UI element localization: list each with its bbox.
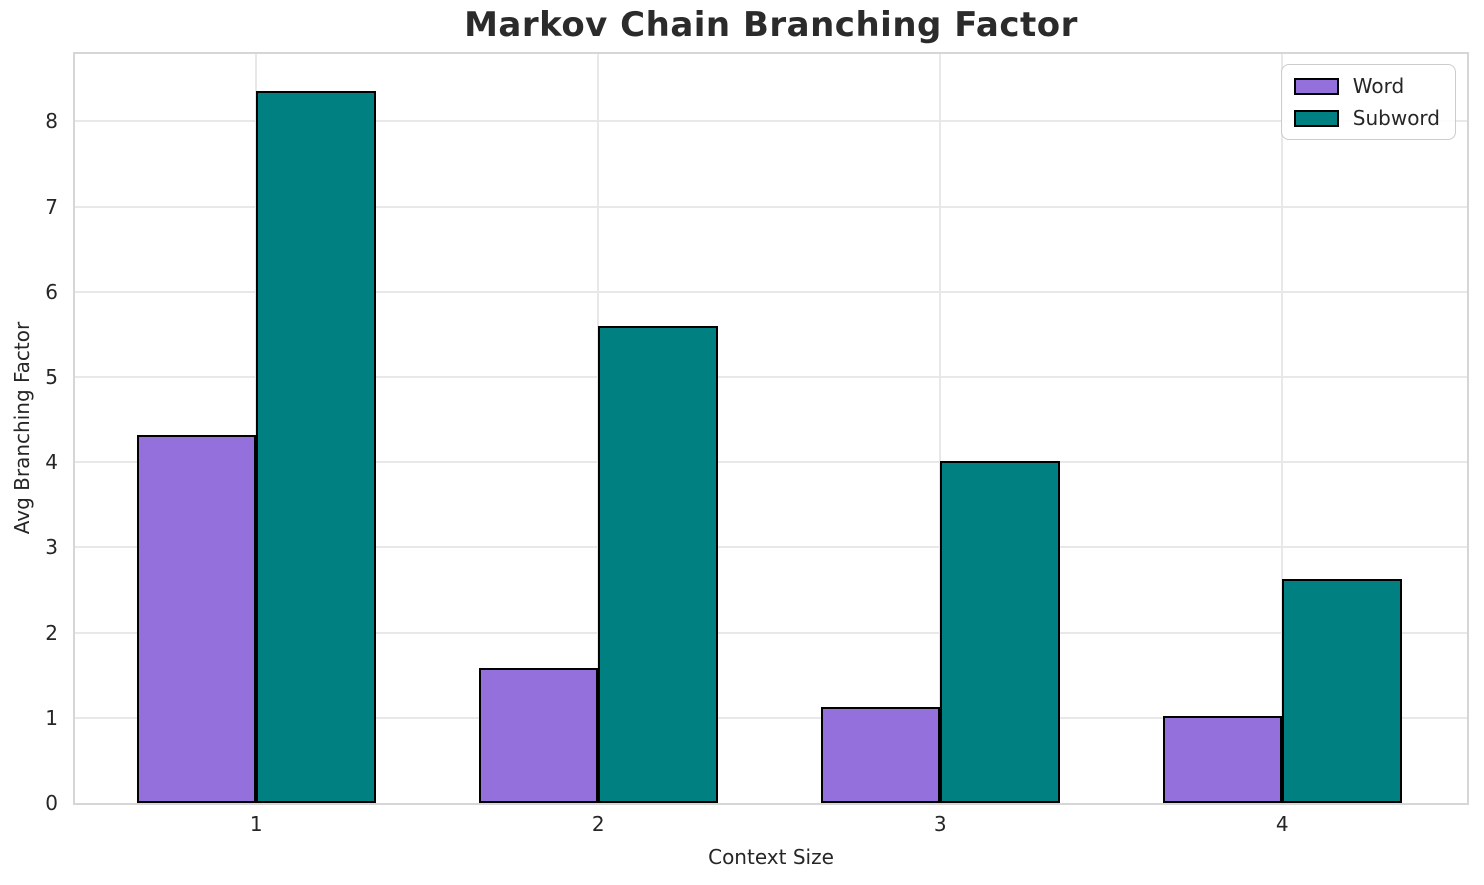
- y-tick-label-8: 8: [45, 109, 58, 134]
- gridline-horizontal-4: [75, 461, 1467, 464]
- gridline-horizontal-5: [75, 375, 1467, 378]
- bar-subword-4: [1282, 578, 1402, 803]
- legend-label: Word: [1352, 74, 1405, 98]
- x-tick-label-2: 2: [591, 812, 605, 836]
- bar-subword-2: [598, 325, 718, 803]
- gridline-vertical-3: [939, 54, 942, 803]
- bar-word-1: [136, 434, 257, 803]
- y-tick-label-6: 6: [45, 279, 58, 304]
- gridline-horizontal-7: [75, 205, 1467, 208]
- x-tick-label-3: 3: [933, 812, 947, 836]
- y-tick-label-1: 1: [45, 705, 58, 730]
- y-tick-label-2: 2: [45, 620, 58, 645]
- gridline-horizontal-2: [75, 631, 1467, 634]
- legend-swatch-icon: [1293, 77, 1339, 95]
- y-tick-label-5: 5: [45, 364, 58, 389]
- plot-area: Word Subword: [73, 52, 1469, 805]
- bar-word-3: [820, 706, 941, 803]
- y-tick-label-3: 3: [45, 535, 58, 560]
- y-tick-label-4: 4: [45, 450, 58, 475]
- gridline-horizontal-8: [75, 120, 1467, 123]
- x-tick-label-1: 1: [249, 812, 263, 836]
- legend: Word Subword: [1280, 64, 1456, 140]
- y-tick-label-7: 7: [45, 194, 58, 219]
- gridline-horizontal-6: [75, 290, 1467, 293]
- y-axis-label: Avg Branching Factor: [10, 321, 34, 535]
- bar-word-4: [1162, 716, 1283, 803]
- gridline-horizontal-1: [75, 716, 1467, 719]
- legend-item-word: Word: [1293, 74, 1440, 98]
- x-axis-label: Context Size: [708, 845, 834, 869]
- bar-word-2: [478, 667, 599, 803]
- legend-swatch-icon: [1293, 109, 1339, 127]
- legend-item-subword: Subword: [1293, 106, 1440, 130]
- bar-subword-1: [256, 90, 376, 803]
- chart-title: Markov Chain Branching Factor: [464, 5, 1078, 45]
- bar-subword-3: [940, 461, 1060, 803]
- x-tick-label-4: 4: [1275, 812, 1289, 836]
- legend-label: Subword: [1352, 106, 1440, 130]
- gridline-vertical-4: [1281, 54, 1284, 803]
- y-tick-label-0: 0: [45, 791, 58, 815]
- gridline-horizontal-3: [75, 546, 1467, 549]
